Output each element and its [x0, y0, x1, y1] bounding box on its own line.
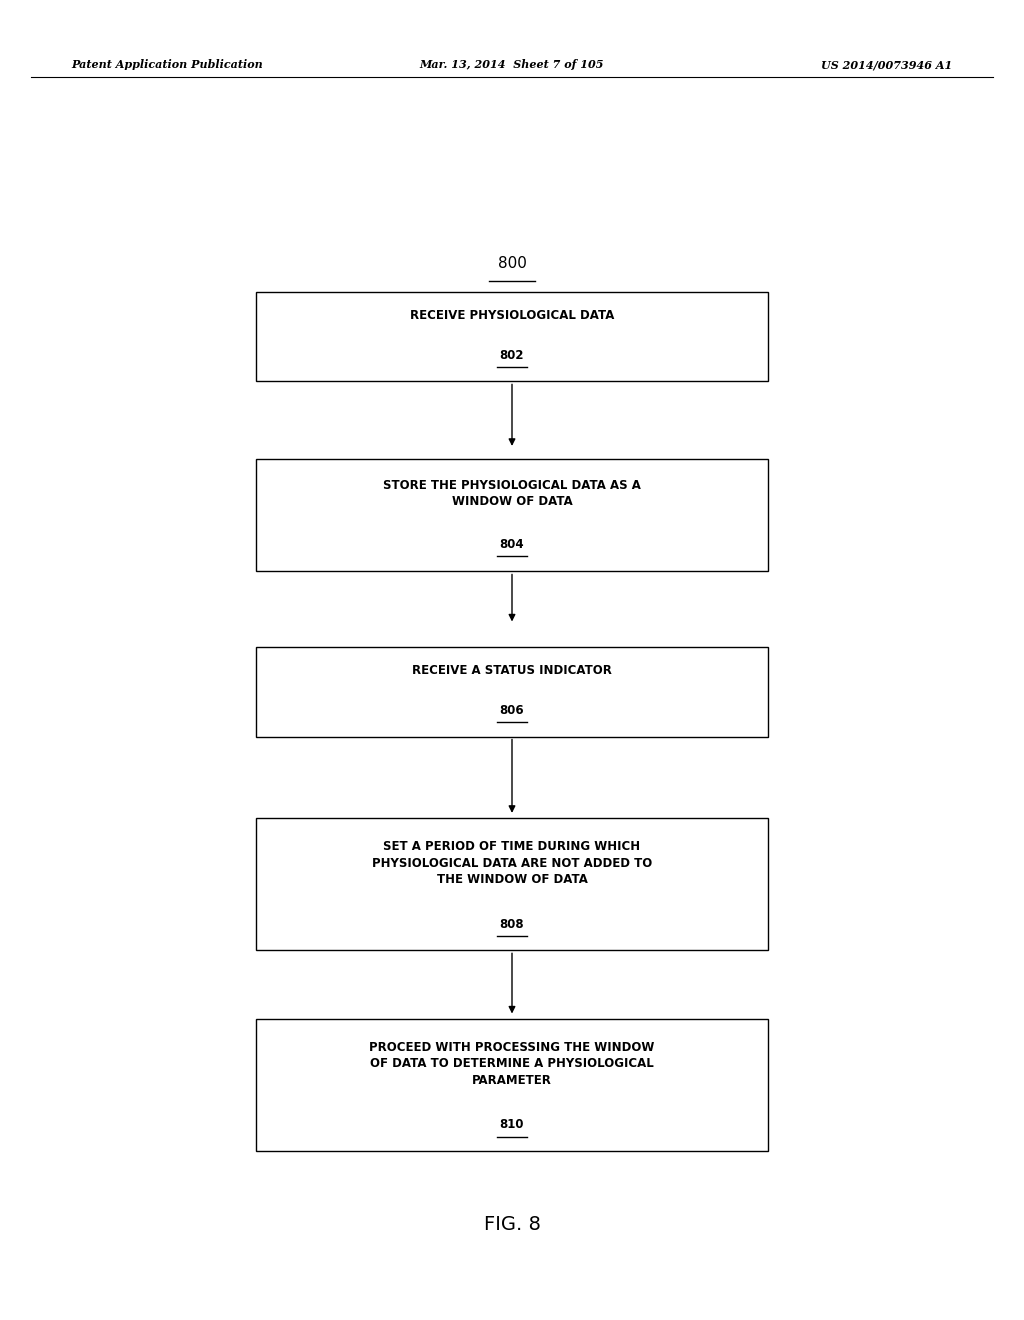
Text: 808: 808: [500, 917, 524, 931]
Text: 800: 800: [498, 256, 526, 272]
Text: 810: 810: [500, 1118, 524, 1131]
FancyBboxPatch shape: [256, 647, 768, 737]
Text: PROCEED WITH PROCESSING THE WINDOW
OF DATA TO DETERMINE A PHYSIOLOGICAL
PARAMETE: PROCEED WITH PROCESSING THE WINDOW OF DA…: [370, 1041, 654, 1086]
Text: RECEIVE A STATUS INDICATOR: RECEIVE A STATUS INDICATOR: [412, 664, 612, 677]
Text: 804: 804: [500, 539, 524, 550]
Text: 806: 806: [500, 704, 524, 717]
FancyBboxPatch shape: [256, 818, 768, 950]
Text: SET A PERIOD OF TIME DURING WHICH
PHYSIOLOGICAL DATA ARE NOT ADDED TO
THE WINDOW: SET A PERIOD OF TIME DURING WHICH PHYSIO…: [372, 841, 652, 886]
Text: 802: 802: [500, 348, 524, 362]
Text: Mar. 13, 2014  Sheet 7 of 105: Mar. 13, 2014 Sheet 7 of 105: [420, 59, 604, 70]
FancyBboxPatch shape: [256, 1019, 768, 1151]
Text: FIG. 8: FIG. 8: [483, 1216, 541, 1234]
Text: Patent Application Publication: Patent Application Publication: [72, 59, 263, 70]
FancyBboxPatch shape: [256, 292, 768, 381]
FancyBboxPatch shape: [256, 459, 768, 570]
Text: US 2014/0073946 A1: US 2014/0073946 A1: [821, 59, 952, 70]
Text: STORE THE PHYSIOLOGICAL DATA AS A
WINDOW OF DATA: STORE THE PHYSIOLOGICAL DATA AS A WINDOW…: [383, 479, 641, 508]
Text: RECEIVE PHYSIOLOGICAL DATA: RECEIVE PHYSIOLOGICAL DATA: [410, 309, 614, 322]
